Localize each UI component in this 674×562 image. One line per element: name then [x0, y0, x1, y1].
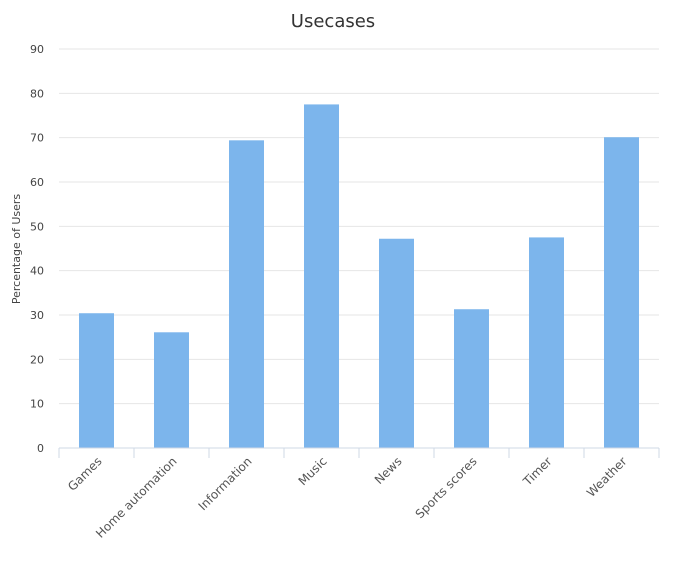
y-tick-label: 20 [30, 353, 44, 366]
bar-games [79, 313, 114, 448]
x-tick-label: Sports scores [413, 454, 480, 521]
bar-weather [604, 137, 639, 448]
bar-music [304, 104, 339, 449]
grid-lines [59, 48, 659, 405]
x-axis [58, 447, 660, 458]
y-tick-label: 50 [30, 220, 44, 233]
y-tick-label: 0 [37, 442, 44, 455]
x-tick-label: Timer [520, 454, 555, 489]
x-tick-label: Home automation [93, 454, 179, 540]
x-tick-label: Information [196, 454, 255, 513]
bar-timer [529, 237, 564, 448]
x-tick-label: News [372, 454, 405, 487]
bar-home-automation [154, 332, 189, 448]
bar-news [379, 238, 414, 448]
y-tick-label: 40 [30, 265, 44, 278]
x-tick-label: Music [296, 454, 330, 488]
y-tick-label: 60 [30, 176, 44, 189]
y-axis-title: Percentage of Users [10, 194, 23, 305]
bar-sports-scores [454, 309, 489, 448]
y-tick-label: 80 [30, 87, 44, 100]
y-tick-label: 30 [30, 309, 44, 322]
bar-information [229, 140, 264, 448]
x-tick-label: Games [65, 454, 105, 494]
bars [79, 104, 639, 449]
y-tick-label: 70 [30, 132, 44, 145]
y-tick-label: 10 [30, 398, 44, 411]
chart-title: Usecases [291, 11, 375, 32]
y-axis-ticks: 0 10 20 30 40 50 60 70 80 90 [30, 43, 44, 455]
x-tick-label: Weather [584, 454, 630, 500]
y-tick-label: 90 [30, 43, 44, 56]
